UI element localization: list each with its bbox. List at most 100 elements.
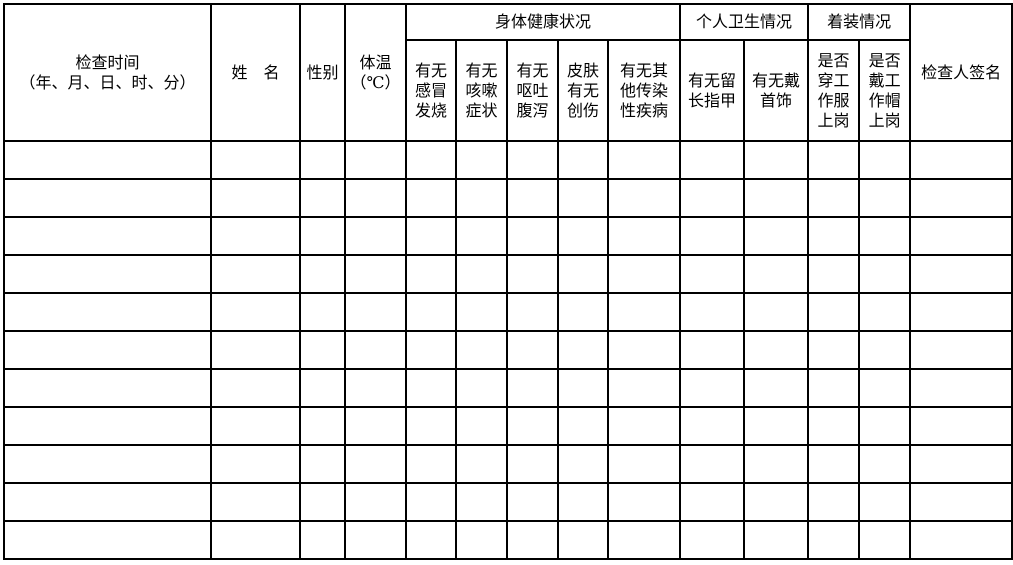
table-cell[interactable] [743, 520, 810, 560]
table-cell[interactable] [299, 254, 346, 294]
table-cell[interactable] [557, 520, 609, 560]
table-cell[interactable] [858, 482, 912, 522]
table-cell[interactable] [858, 216, 912, 256]
table-cell[interactable] [210, 216, 301, 256]
table-cell[interactable] [210, 178, 301, 218]
table-cell[interactable] [743, 178, 810, 218]
table-cell[interactable] [299, 368, 346, 408]
table-cell[interactable] [807, 520, 861, 560]
table-cell[interactable] [858, 292, 912, 332]
table-cell[interactable] [606, 178, 682, 218]
table-cell[interactable] [3, 254, 212, 294]
table-cell[interactable] [455, 216, 508, 256]
table-cell[interactable] [807, 178, 861, 218]
table-cell[interactable] [3, 520, 212, 560]
table-cell[interactable] [679, 406, 746, 446]
table-cell[interactable] [455, 444, 508, 484]
table-cell[interactable] [455, 482, 508, 522]
table-cell[interactable] [557, 330, 609, 370]
table-cell[interactable] [3, 444, 212, 484]
table-cell[interactable] [455, 520, 508, 560]
table-cell[interactable] [743, 216, 810, 256]
table-cell[interactable] [344, 254, 407, 294]
table-cell[interactable] [344, 368, 407, 408]
table-cell[interactable] [807, 292, 861, 332]
table-cell[interactable] [606, 216, 682, 256]
table-cell[interactable] [210, 482, 301, 522]
table-cell[interactable] [3, 482, 212, 522]
table-cell[interactable] [679, 330, 746, 370]
table-cell[interactable] [299, 178, 346, 218]
table-cell[interactable] [455, 292, 508, 332]
table-cell[interactable] [557, 444, 609, 484]
table-cell[interactable] [455, 330, 508, 370]
table-cell[interactable] [606, 482, 682, 522]
table-cell[interactable] [679, 216, 746, 256]
table-cell[interactable] [909, 140, 1013, 180]
table-cell[interactable] [743, 444, 810, 484]
table-cell[interactable] [405, 216, 457, 256]
table-cell[interactable] [299, 216, 346, 256]
table-cell[interactable] [909, 406, 1013, 446]
table-cell[interactable] [506, 368, 559, 408]
table-cell[interactable] [858, 406, 912, 446]
table-cell[interactable] [506, 406, 559, 446]
table-cell[interactable] [210, 444, 301, 484]
table-cell[interactable] [344, 482, 407, 522]
table-cell[interactable] [405, 292, 457, 332]
table-cell[interactable] [557, 368, 609, 408]
table-cell[interactable] [210, 368, 301, 408]
table-cell[interactable] [858, 444, 912, 484]
table-cell[interactable] [606, 444, 682, 484]
table-cell[interactable] [455, 140, 508, 180]
table-cell[interactable] [344, 444, 407, 484]
table-cell[interactable] [557, 292, 609, 332]
table-cell[interactable] [344, 520, 407, 560]
table-cell[interactable] [405, 254, 457, 294]
table-cell[interactable] [909, 178, 1013, 218]
table-cell[interactable] [344, 178, 407, 218]
table-cell[interactable] [3, 292, 212, 332]
table-cell[interactable] [299, 520, 346, 560]
table-cell[interactable] [344, 292, 407, 332]
table-cell[interactable] [455, 254, 508, 294]
table-cell[interactable] [557, 216, 609, 256]
table-cell[interactable] [506, 254, 559, 294]
table-cell[interactable] [909, 254, 1013, 294]
table-cell[interactable] [909, 292, 1013, 332]
table-cell[interactable] [606, 254, 682, 294]
table-cell[interactable] [858, 520, 912, 560]
table-cell[interactable] [606, 330, 682, 370]
table-cell[interactable] [299, 292, 346, 332]
table-cell[interactable] [344, 216, 407, 256]
table-cell[interactable] [3, 140, 212, 180]
table-cell[interactable] [909, 368, 1013, 408]
table-cell[interactable] [506, 178, 559, 218]
table-cell[interactable] [506, 292, 559, 332]
table-cell[interactable] [606, 406, 682, 446]
table-cell[interactable] [679, 140, 746, 180]
table-cell[interactable] [506, 330, 559, 370]
table-cell[interactable] [3, 406, 212, 446]
table-cell[interactable] [506, 140, 559, 180]
table-cell[interactable] [807, 406, 861, 446]
table-cell[interactable] [858, 178, 912, 218]
table-cell[interactable] [679, 444, 746, 484]
table-cell[interactable] [405, 520, 457, 560]
table-cell[interactable] [455, 406, 508, 446]
table-cell[interactable] [299, 330, 346, 370]
table-cell[interactable] [3, 368, 212, 408]
table-cell[interactable] [743, 406, 810, 446]
table-cell[interactable] [405, 140, 457, 180]
table-cell[interactable] [858, 368, 912, 408]
table-cell[interactable] [506, 444, 559, 484]
table-cell[interactable] [557, 140, 609, 180]
table-cell[interactable] [807, 368, 861, 408]
table-cell[interactable] [807, 482, 861, 522]
table-cell[interactable] [606, 368, 682, 408]
table-cell[interactable] [344, 406, 407, 446]
table-cell[interactable] [210, 520, 301, 560]
table-cell[interactable] [506, 482, 559, 522]
table-cell[interactable] [299, 140, 346, 180]
table-cell[interactable] [557, 254, 609, 294]
